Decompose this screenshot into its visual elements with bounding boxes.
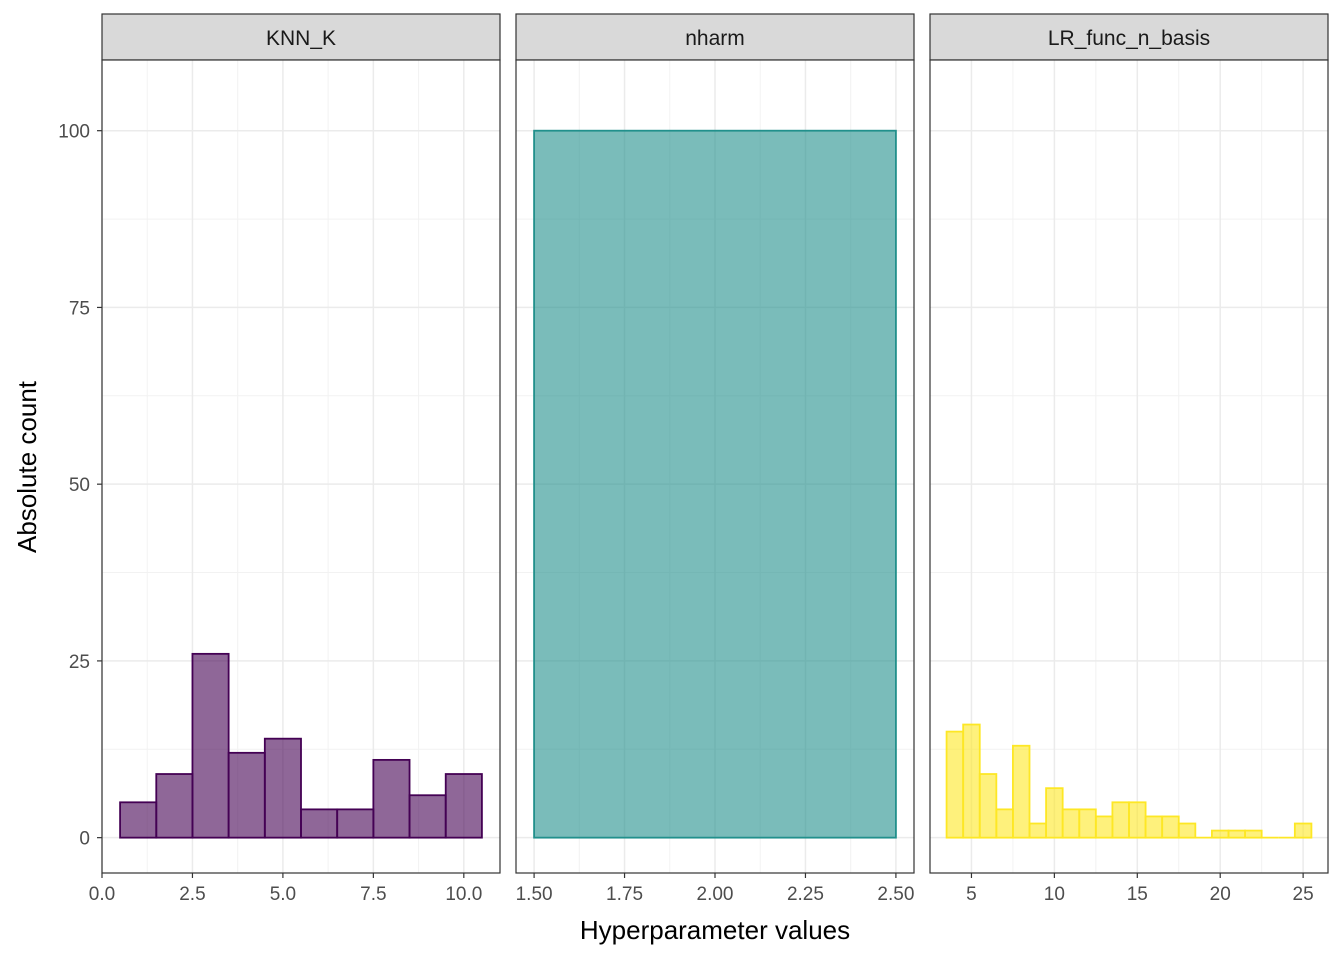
- histogram-bar: [1094, 815, 1114, 839]
- histogram-bar: [978, 773, 998, 839]
- histogram-bar: [1161, 815, 1180, 839]
- histogram-bar: [1227, 829, 1246, 839]
- histogram-bar: [191, 652, 230, 839]
- x-tick-label: 7.5: [360, 884, 386, 905]
- x-tick-label: 2.5: [179, 884, 205, 905]
- histogram-bar: [1293, 822, 1313, 839]
- histogram-bar: [533, 129, 897, 839]
- y-axis: 0 25 50 75 100: [58, 122, 102, 850]
- histogram-bar: [155, 773, 194, 839]
- x-tick-label: 1.75: [606, 884, 643, 905]
- y-tick-label: 25: [69, 652, 90, 673]
- facet-panel-LR_func_n_basis: LR_func_n_basis 5 10 15 20 25: [929, 13, 1329, 905]
- histogram-bar: [444, 773, 483, 839]
- histogram-bar: [300, 808, 339, 839]
- histogram-bar: [995, 808, 1014, 839]
- panel-border: [929, 59, 1329, 874]
- histogram-bar: [1045, 787, 1064, 839]
- histogram-bar: [962, 723, 981, 839]
- x-tick-label: 1.50: [516, 884, 553, 905]
- x-tick-label: 2.50: [877, 884, 914, 905]
- histogram-bar: [1128, 801, 1147, 839]
- histogram-bar: [1111, 801, 1130, 839]
- histogram-bar: [336, 808, 375, 839]
- facet-strip-label: nharm: [685, 27, 745, 50]
- panel-border: [101, 59, 501, 874]
- y-axis-title: Absolute count: [12, 380, 42, 553]
- histogram-bar: [372, 758, 411, 839]
- facet-panels: KNN_K 0.0 2.5 5.0 7.5 10.0 nharm 1.50 1.75 2.00 2.…: [89, 13, 1329, 905]
- x-tick-label: 5: [966, 884, 977, 905]
- facet-strip-label: KNN_K: [266, 27, 336, 50]
- x-tick-label: 2.00: [697, 884, 734, 905]
- x-tick-label: 10.0: [445, 884, 482, 905]
- x-axis-title: Hyperparameter values: [580, 915, 850, 945]
- x-tick-label: 15: [1127, 884, 1148, 905]
- y-tick-label: 100: [58, 122, 90, 143]
- histogram-bar: [1177, 822, 1197, 839]
- x-tick-label: 5.0: [270, 884, 296, 905]
- facet-panel-nharm: nharm 1.50 1.75 2.00 2.25 2.50: [515, 13, 915, 905]
- histogram-bar: [1244, 829, 1263, 839]
- facet-strip: [101, 13, 501, 61]
- x-tick-label: 20: [1210, 884, 1231, 905]
- histogram-bar: [1012, 744, 1031, 839]
- histogram-bar: [227, 751, 266, 839]
- histogram-bar: [263, 737, 302, 839]
- panel-background: [930, 60, 1328, 873]
- panel-background: [102, 60, 500, 873]
- y-tick-label: 50: [69, 475, 90, 496]
- histogram-bar: [1061, 808, 1081, 839]
- facet-strip-label: LR_func_n_basis: [1048, 27, 1210, 50]
- x-tick-label: 10: [1044, 884, 1065, 905]
- facet-strip: [929, 13, 1329, 61]
- x-tick-label: 25: [1293, 884, 1314, 905]
- histogram-bar: [1028, 822, 1047, 839]
- histogram-bar: [1211, 829, 1230, 839]
- facet-panel-KNN_K: KNN_K 0.0 2.5 5.0 7.5 10.0: [89, 13, 501, 905]
- histogram-bar: [945, 730, 965, 839]
- x-tick-label: 2.25: [787, 884, 824, 905]
- y-tick-label: 0: [79, 829, 90, 850]
- histogram-bar: [408, 794, 447, 839]
- histogram-bar: [119, 801, 158, 839]
- histogram-bar: [1078, 808, 1097, 839]
- x-tick-label: 0.0: [89, 884, 115, 905]
- histogram-bar: [1144, 815, 1164, 839]
- y-tick-label: 75: [69, 298, 90, 319]
